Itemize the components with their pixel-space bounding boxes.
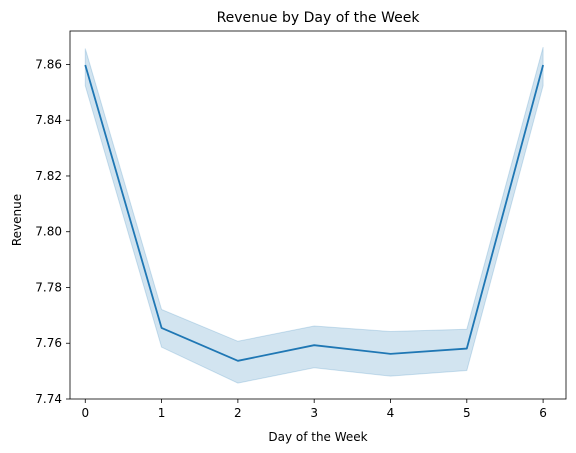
y-tick-label: 7.82 <box>35 169 62 183</box>
confidence-band <box>85 47 543 383</box>
x-tick-label: 3 <box>310 406 318 420</box>
chart-title: Revenue by Day of the Week <box>217 10 421 26</box>
y-axis: 7.74 7.76 7.78 7.80 7.82 7.84 7.86 <box>35 57 70 406</box>
y-tick-label: 7.80 <box>35 225 62 239</box>
x-tick-label: 4 <box>387 406 395 420</box>
x-tick-label: 2 <box>234 406 242 420</box>
x-tick-label: 5 <box>463 406 471 420</box>
x-axis: 0 1 2 3 4 5 6 <box>81 399 546 420</box>
plot-area <box>70 31 566 399</box>
y-tick-label: 7.74 <box>35 392 62 406</box>
x-tick-label: 6 <box>539 406 547 420</box>
y-tick-label: 7.86 <box>35 57 62 71</box>
x-tick-label: 0 <box>81 406 89 420</box>
y-axis-label: Revenue <box>10 194 24 246</box>
y-tick-label: 7.76 <box>35 336 62 350</box>
y-tick-label: 7.78 <box>35 280 62 294</box>
y-tick-label: 7.84 <box>35 113 62 127</box>
x-axis-label: Day of the Week <box>268 430 367 444</box>
x-tick-label: 1 <box>158 406 166 420</box>
